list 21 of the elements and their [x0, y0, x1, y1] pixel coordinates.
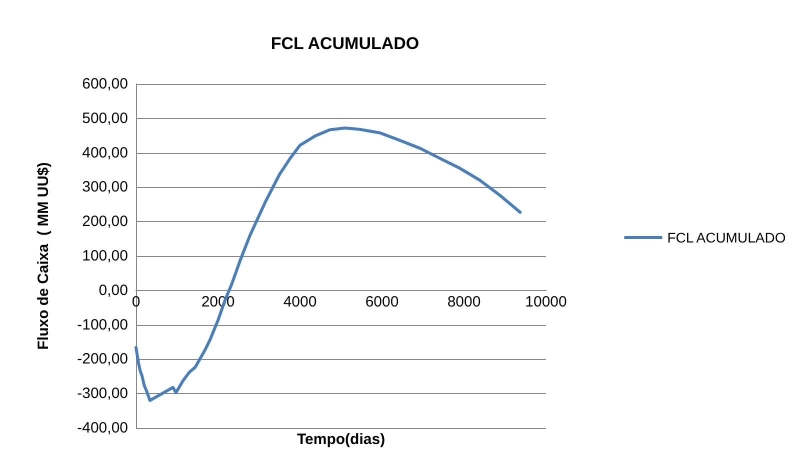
- x-tick-label: 4000: [283, 293, 317, 310]
- y-tick-label: 200,00: [82, 213, 128, 230]
- x-axis-title: Tempo(dias): [297, 431, 386, 448]
- x-tick-label: 8000: [447, 293, 481, 310]
- line-series: [134, 126, 522, 402]
- chart-title: FCL ACUMULADO: [270, 34, 420, 53]
- y-tick-label: -300,00: [77, 385, 128, 402]
- y-tick-label: 100,00: [82, 248, 128, 264]
- y-tick-label: 400,00: [82, 144, 128, 162]
- y-tick-label: 300,00: [82, 178, 128, 196]
- y-axis-title: Fluxo de Caixa ( MM UU$): [35, 162, 52, 350]
- x-tick-label: 0: [132, 293, 140, 310]
- x-tick-label: 6000: [365, 293, 399, 310]
- y-tick-label: -200,00: [77, 350, 128, 368]
- y-tick-label: 600,00: [82, 76, 128, 92]
- y-tick-label: 0,00: [98, 282, 128, 299]
- y-tick-label: -100,00: [77, 316, 128, 334]
- y-tick-label: 500,00: [82, 110, 128, 127]
- legend-label: FCL ACUMULADO: [667, 230, 786, 246]
- x-tick-label: 10000: [525, 293, 567, 310]
- y-tick-label: -400,00: [77, 420, 128, 436]
